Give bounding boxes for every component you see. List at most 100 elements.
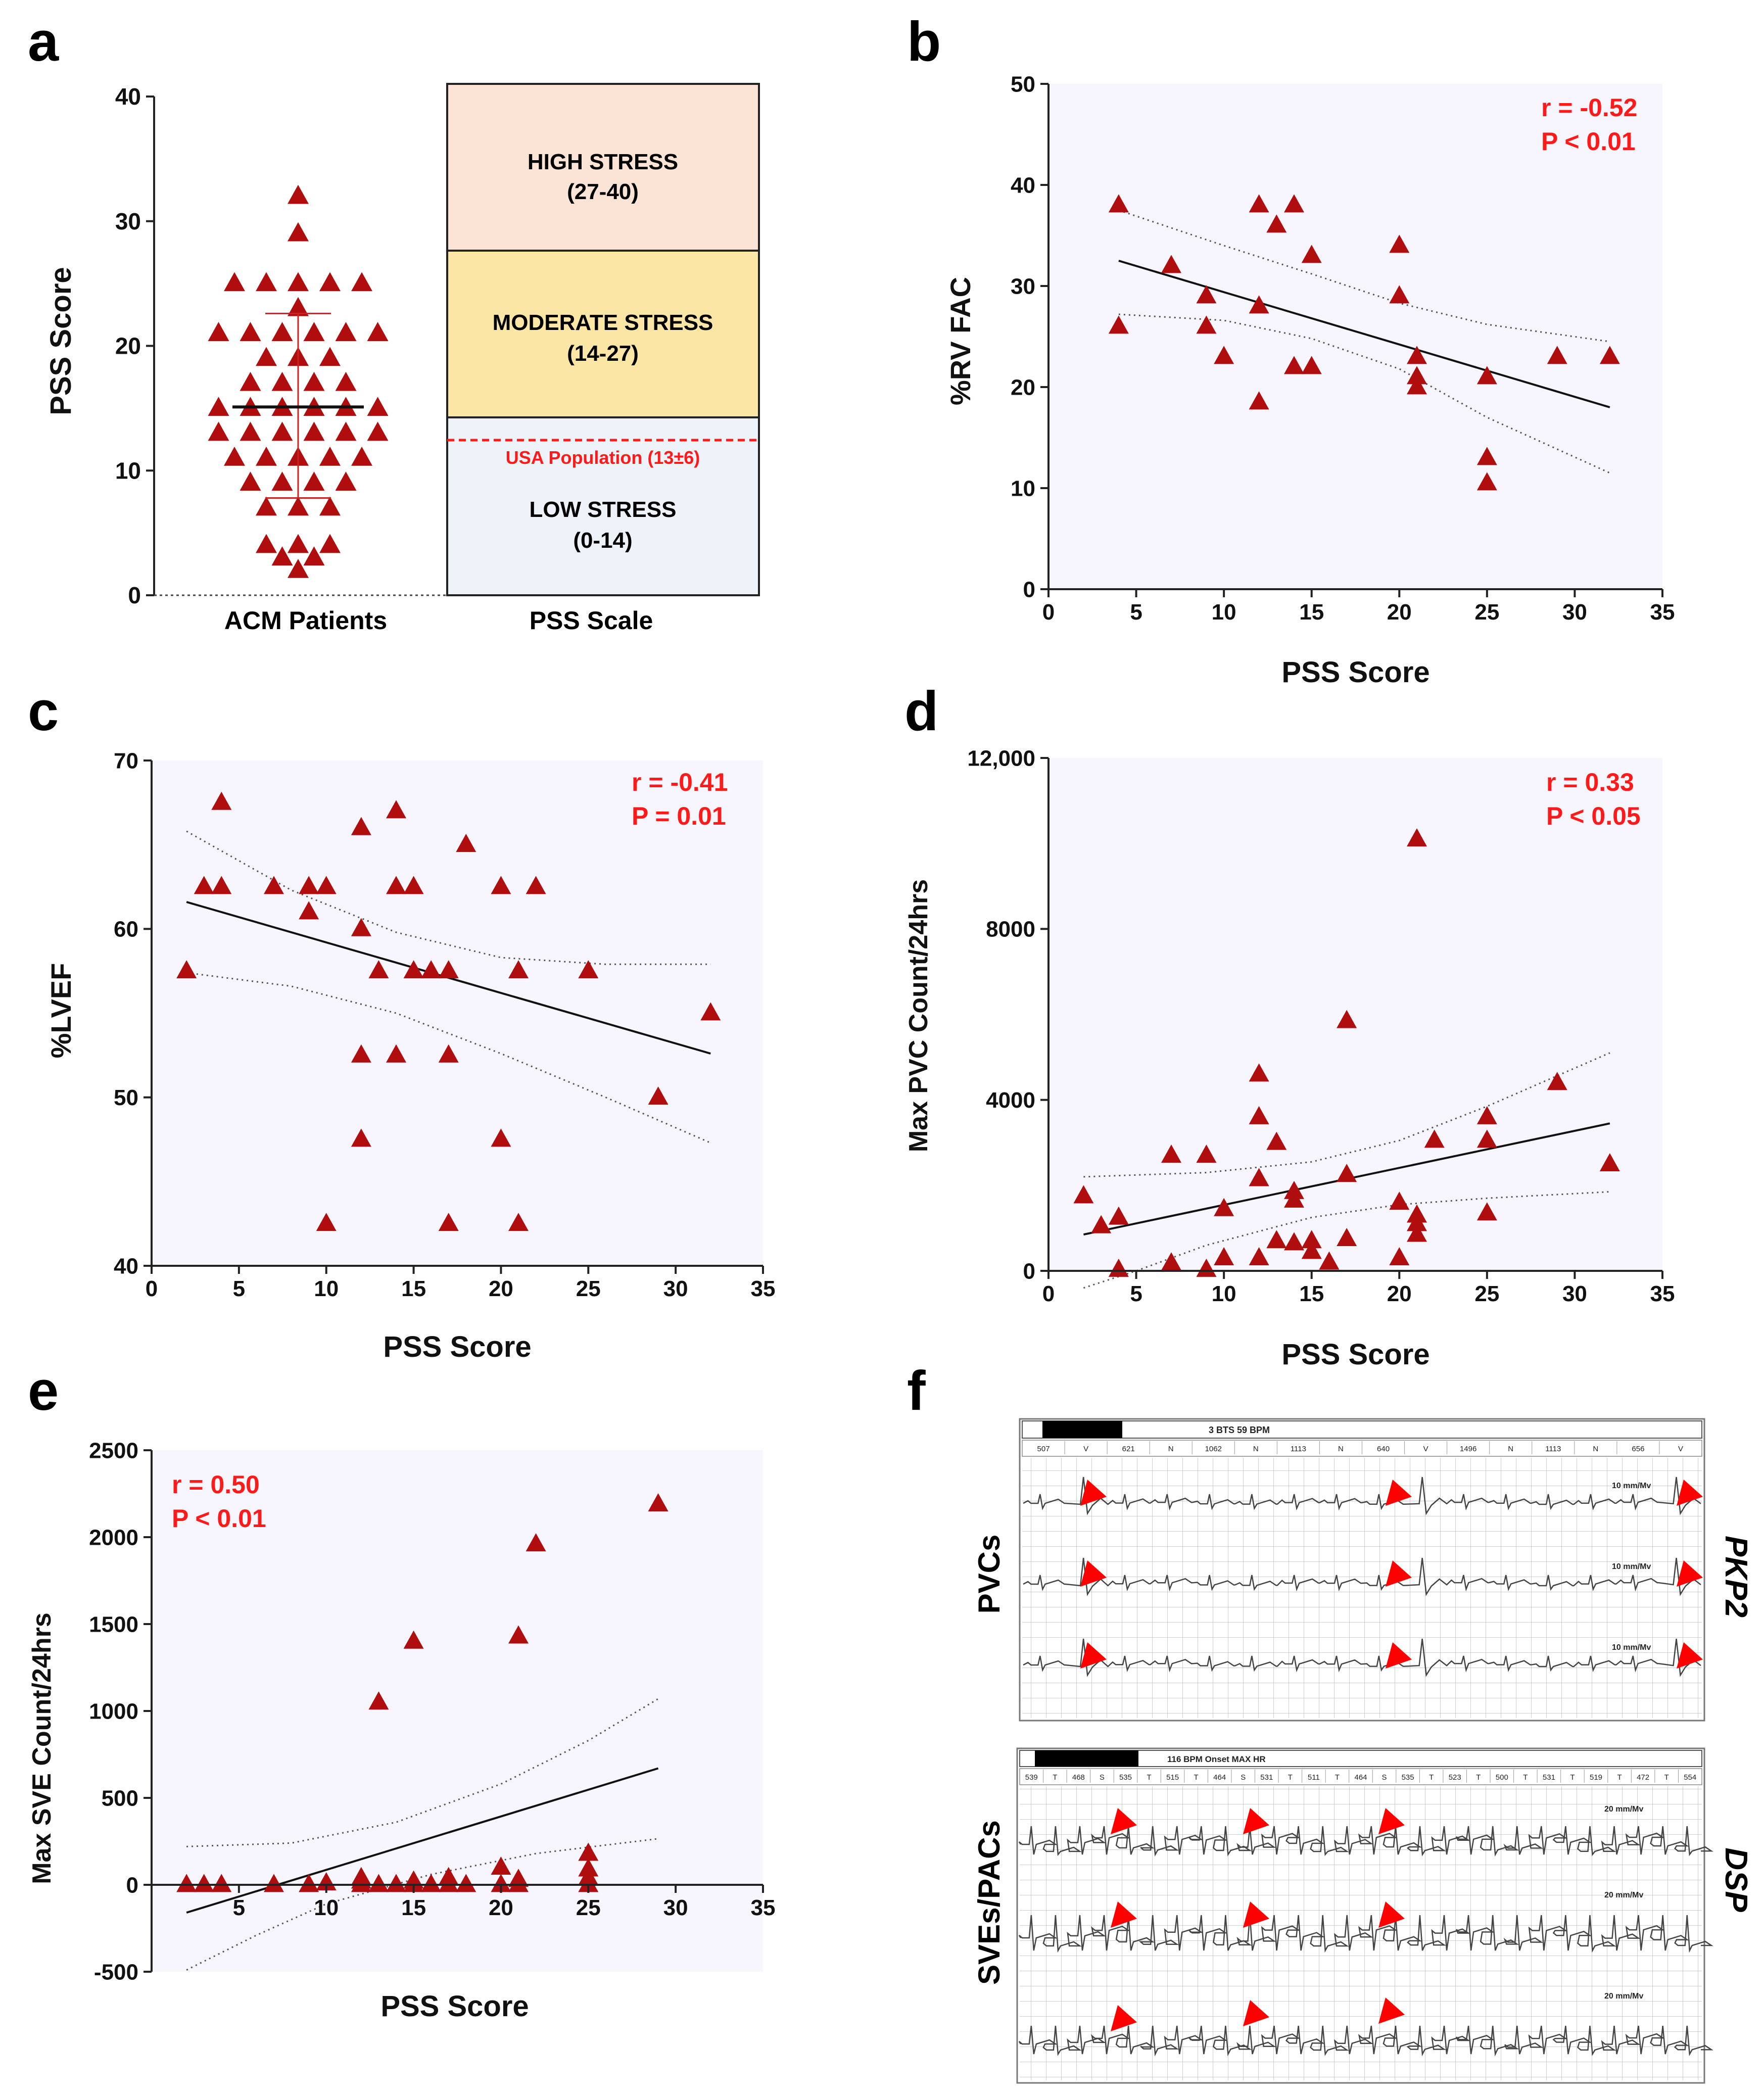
panel-c-point	[211, 791, 232, 810]
panel-e-point	[403, 1630, 424, 1649]
panel-e-point	[578, 1842, 599, 1861]
ecg-arrows	[1080, 1480, 1703, 2031]
panel-a-point	[240, 471, 261, 491]
moderate-stress-range: (14-27)	[567, 341, 639, 366]
bottomIntervals-label: 500	[1496, 1773, 1508, 1782]
panel-e-xtick-label: 5	[233, 1895, 245, 1920]
panel-d-point	[1319, 1251, 1340, 1270]
panel-e-point	[648, 1493, 669, 1512]
panel-b-xtick-label: 35	[1650, 600, 1675, 625]
panel-d-point	[1161, 1145, 1181, 1163]
bottomIntervals-label: T	[1335, 1773, 1340, 1782]
panel-e-xtick-label: 15	[401, 1895, 426, 1920]
panel-b-xtick-label: 25	[1474, 600, 1499, 625]
ecg-arrow	[1378, 1997, 1405, 2024]
bottomIntervals-label: 535	[1119, 1773, 1132, 1782]
ecg-arrow	[1080, 1560, 1107, 1587]
panel-letter-c: c	[28, 680, 59, 742]
ecg-strip-pvc-traces	[1023, 1477, 1701, 1677]
panel-e-point	[368, 1691, 389, 1710]
bottomIntervals-label: 523	[1449, 1773, 1461, 1782]
panel-c-xtick-label: 5	[233, 1276, 245, 1301]
panel-a-point	[208, 322, 229, 341]
panel-d-point	[1073, 1185, 1094, 1204]
panel-d-xtick-label: 20	[1387, 1281, 1412, 1306]
panel-a-point	[208, 421, 229, 441]
panel-d-point	[1301, 1230, 1322, 1249]
topIntervals-label: 656	[1632, 1445, 1644, 1453]
panel-a-point	[303, 371, 325, 391]
ecg-pvc-trace-3	[1023, 1638, 1701, 1677]
ecg-arrow	[1677, 1642, 1703, 1669]
panel-d-point	[1599, 1153, 1620, 1171]
panel-b-plot: 0 10 20 30 40 50 0 5 10 15 20 25 30 35	[1011, 72, 1675, 625]
bottomIntervals-label: T	[1476, 1773, 1481, 1782]
panel-d-point	[1337, 1164, 1357, 1182]
panel-d-point	[1337, 1227, 1357, 1246]
panel-c-ylabel: %LVEF	[45, 963, 77, 1059]
bottomIntervals-label: T	[1429, 1773, 1434, 1782]
panel-c-point	[508, 960, 529, 979]
bottomIntervals-label: 464	[1213, 1773, 1226, 1782]
panel-b-point	[1249, 295, 1269, 314]
panel-f: f PVCs SVEs/PACs PKP2 DSP BIGEMINY 3 BTS…	[907, 1360, 1753, 2084]
panel-e-point	[264, 1874, 284, 1892]
panel-d-point	[1476, 1202, 1497, 1221]
ecg-strip-pvc-header-black-text: BIGEMINY	[1062, 1426, 1102, 1435]
topIntervals-label: V	[1083, 1445, 1088, 1453]
panel-b-point	[1284, 194, 1304, 213]
panel-c-ytick-label: 60	[114, 917, 138, 942]
panel-b-xtick-label: 10	[1212, 600, 1236, 625]
panel-b-point	[1301, 356, 1322, 374]
panel-d-ytick-label: 0	[1023, 1259, 1035, 1283]
panel-b-xtick-label: 5	[1130, 600, 1142, 625]
panel-e-point	[438, 1874, 459, 1892]
panel-c-point	[403, 960, 424, 979]
panel-d-point	[1476, 1106, 1497, 1124]
panel-a-point	[271, 322, 293, 341]
panel-c-point	[438, 1044, 459, 1063]
ecg-arrow	[1111, 1901, 1137, 1928]
panel-b-ytick-label: 0	[1023, 577, 1035, 602]
bottomIntervals-label: 464	[1354, 1773, 1367, 1782]
panel-e-xtick-label: 25	[576, 1895, 601, 1920]
panel-b-point	[1407, 366, 1427, 385]
bottomIntervals-label: T	[1288, 1773, 1293, 1782]
topIntervals-label: 1113	[1545, 1445, 1561, 1453]
bottomIntervals-label: T	[1523, 1773, 1528, 1782]
panel-d-point	[1161, 1252, 1181, 1271]
panel-d-point	[1108, 1258, 1129, 1277]
panel-b-xtick-label: 30	[1562, 600, 1587, 625]
ecg-strip-pvc-header	[1022, 1420, 1702, 1439]
panel-a-point	[367, 421, 389, 441]
panel-c-point	[508, 1213, 529, 1231]
panel-c-xtick-label: 20	[489, 1276, 513, 1301]
topIntervals-label: V	[1678, 1445, 1683, 1453]
panel-e-xtick-label: 20	[489, 1895, 513, 1920]
panel-c-point	[438, 960, 459, 979]
panel-c-ytick-label: 40	[114, 1254, 138, 1278]
band-high-stress	[446, 83, 760, 252]
panel-e-point	[491, 1874, 511, 1892]
panel-c-point	[456, 834, 476, 852]
panel-c-point	[194, 876, 214, 894]
panel-d-point	[1196, 1258, 1217, 1277]
panel-a-point	[240, 421, 261, 441]
panel-c-xtick-label: 15	[401, 1276, 426, 1301]
panel-c-point	[491, 1128, 511, 1147]
panel-b-point	[1214, 346, 1234, 364]
panel-b-point	[1196, 315, 1217, 334]
panel-letter-f: f	[907, 1360, 926, 1422]
panel-e-point	[578, 1874, 599, 1892]
bottomIntervals-label: 511	[1308, 1773, 1320, 1782]
panel-c-point	[700, 1002, 721, 1021]
bottomIntervals-label: 539	[1025, 1773, 1038, 1782]
panel-e-ytick-label: 500	[102, 1786, 138, 1811]
panel-a-point	[256, 534, 277, 553]
panel-c-point	[351, 1044, 371, 1063]
panel-c-point	[264, 876, 284, 894]
ecg-arrow	[1111, 1808, 1137, 1834]
panel-a-ytick-label: 30	[115, 208, 141, 234]
topIntervals-label: N	[1508, 1445, 1513, 1453]
